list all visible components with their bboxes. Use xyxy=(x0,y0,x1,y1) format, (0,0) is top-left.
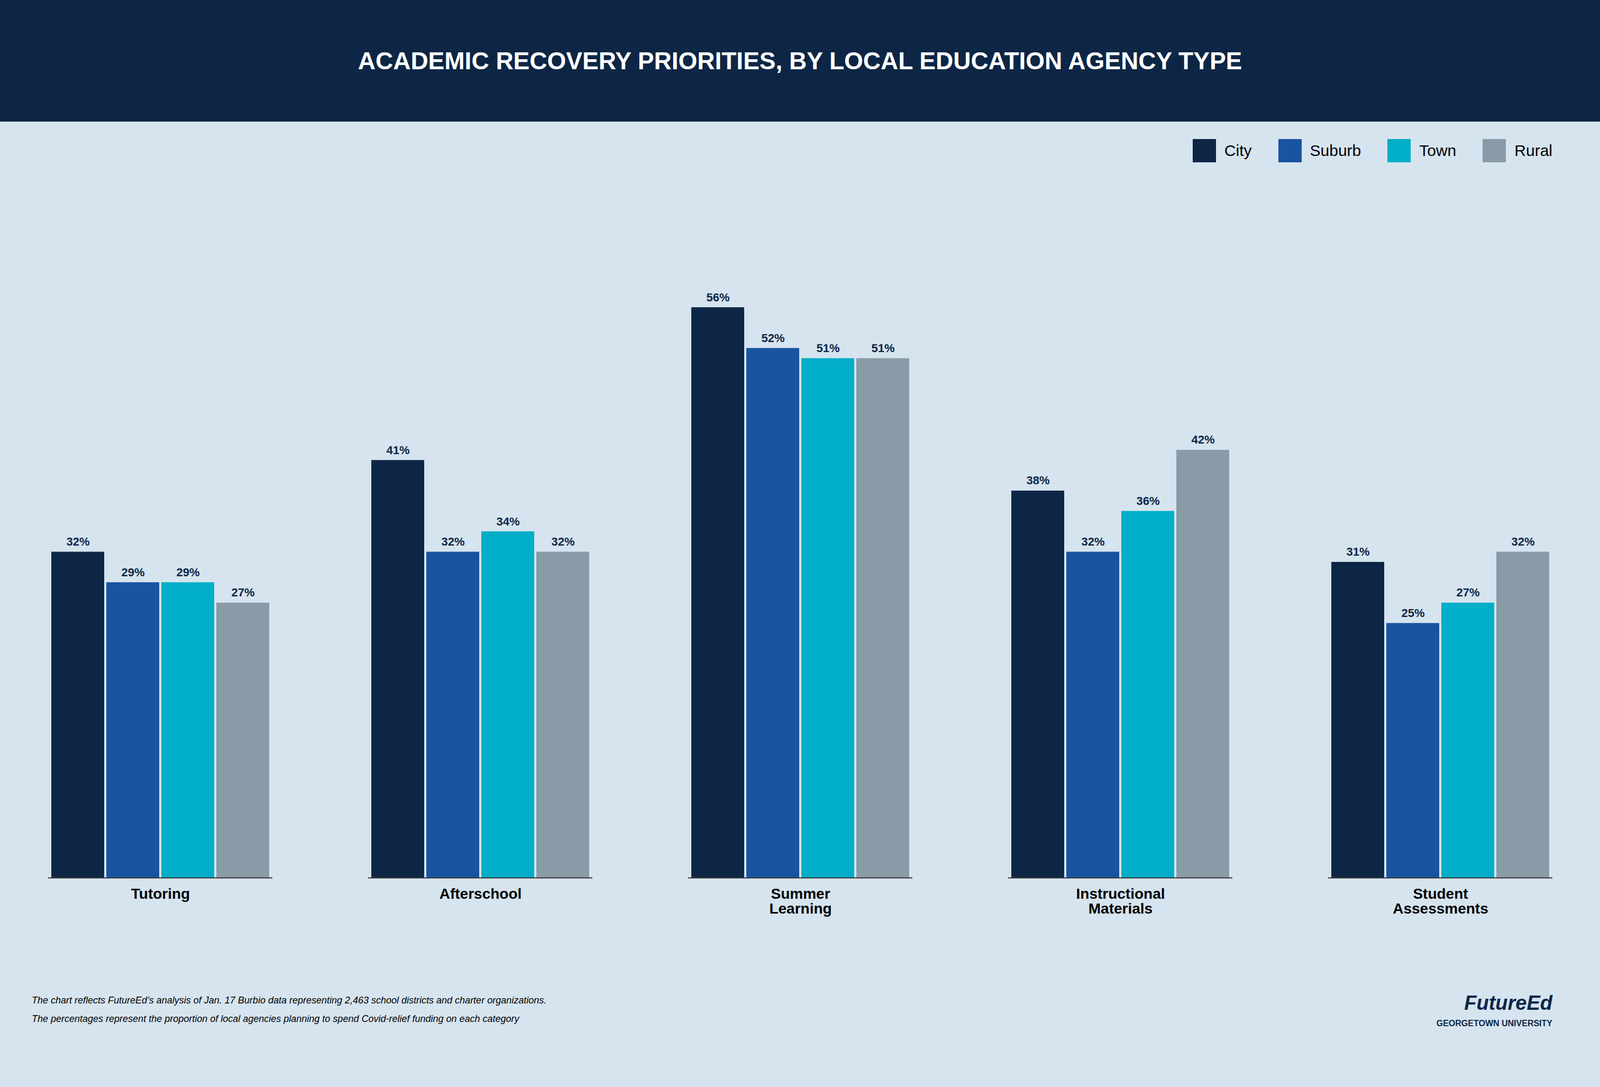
svg-text:29%: 29% xyxy=(176,565,200,580)
svg-text:27%: 27% xyxy=(231,586,255,600)
svg-text:Afterschool: Afterschool xyxy=(439,885,523,903)
svg-text:InstructionalMaterials: InstructionalMaterials xyxy=(1075,885,1165,918)
svg-text:27%: 27% xyxy=(1456,586,1480,600)
svg-text:52%: 52% xyxy=(761,331,785,345)
html-text:GEORGETOWN UNIVERSITY: GEORGETOWN UNIVERSITY xyxy=(1436,1018,1553,1028)
html-text:Town: Town xyxy=(1419,141,1457,160)
svg-text:32%: 32% xyxy=(1511,535,1535,549)
html-text:ACADEMIC RECOVERY PRIORITIES,: ACADEMIC RECOVERY PRIORITIES, BY LOCAL E… xyxy=(357,47,1243,75)
svg-text:41%: 41% xyxy=(386,443,410,457)
svg-text:42%: 42% xyxy=(1191,433,1215,447)
html-text:The chart reflects FutureEd’s: The chart reflects FutureEd’s analysis o… xyxy=(31,995,547,1007)
svg-text:51%: 51% xyxy=(871,341,895,355)
svg-text:31%: 31% xyxy=(1346,545,1370,559)
svg-text:StudentAssessments: StudentAssessments xyxy=(1392,885,1489,918)
svg-text:51%: 51% xyxy=(816,341,840,355)
html-text:Rural: Rural xyxy=(1514,141,1553,160)
svg-text:29%: 29% xyxy=(121,565,145,580)
html-text:FutureEd: FutureEd xyxy=(1464,992,1553,1015)
svg-text:56%: 56% xyxy=(706,290,730,305)
svg-text:32%: 32% xyxy=(441,535,465,549)
svg-text:32%: 32% xyxy=(1081,535,1105,549)
svg-text:36%: 36% xyxy=(1136,494,1160,508)
svg-text:38%: 38% xyxy=(1026,473,1050,488)
html-text:The percentages represent the: The percentages represent the proportion… xyxy=(31,1013,520,1025)
svg-text:Tutoring: Tutoring xyxy=(131,885,190,903)
svg-text:32%: 32% xyxy=(551,535,575,549)
html-text:City: City xyxy=(1224,141,1252,160)
svg-text:32%: 32% xyxy=(66,535,90,549)
html-text:Suburb: Suburb xyxy=(1309,141,1362,160)
svg-text:34%: 34% xyxy=(496,515,520,529)
svg-text:25%: 25% xyxy=(1401,606,1425,620)
svg-text:SummerLearning: SummerLearning xyxy=(769,885,832,918)
